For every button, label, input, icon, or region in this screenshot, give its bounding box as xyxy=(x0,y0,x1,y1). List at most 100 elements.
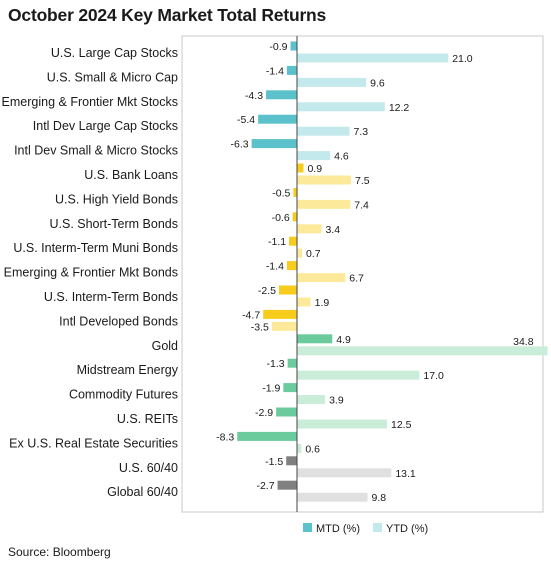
ytd-value-label: 7.5 xyxy=(355,175,370,187)
mtd-value-label: -2.7 xyxy=(256,480,274,492)
mtd-value-label: -8.3 xyxy=(216,431,234,443)
ytd-value-label: 34.8 xyxy=(513,336,534,348)
mtd-bar xyxy=(279,285,297,295)
mtd-value-label: -1.5 xyxy=(265,456,283,468)
mtd-bar xyxy=(292,212,297,222)
mtd-bar xyxy=(251,139,297,149)
ytd-bar xyxy=(297,248,303,258)
ytd-bar xyxy=(297,53,449,63)
mtd-value-label: -5.4 xyxy=(237,114,255,126)
ytd-bar xyxy=(297,419,387,429)
category-label: U.S. Large Cap Stocks xyxy=(51,46,178,60)
ytd-value-label: 0.7 xyxy=(306,248,321,260)
ytd-value-label: 12.5 xyxy=(391,419,412,431)
ytd-bar xyxy=(271,321,297,331)
mtd-value-label: -1.4 xyxy=(266,65,284,77)
mtd-bar xyxy=(263,309,297,319)
category-label: Ex U.S. Real Estate Securities xyxy=(9,436,178,450)
category-label: U.S. REITs xyxy=(117,412,178,426)
mtd-value-label: -2.5 xyxy=(258,285,276,297)
mtd-bar xyxy=(277,480,297,490)
mtd-value-label: -0.5 xyxy=(272,187,290,199)
ytd-value-label: 9.6 xyxy=(370,77,385,89)
ytd-value-label: 12.2 xyxy=(389,102,410,114)
ytd-bar xyxy=(297,297,311,307)
ytd-bar xyxy=(297,151,331,161)
mtd-value-label: -0.6 xyxy=(272,212,290,224)
ytd-value-label: 21.0 xyxy=(452,53,473,65)
ytd-bar xyxy=(297,126,350,136)
mtd-bar xyxy=(258,114,297,124)
legend-swatch-ytd xyxy=(373,523,382,532)
mtd-bar xyxy=(290,41,297,51)
mtd-bar xyxy=(266,90,297,100)
category-label: Intl Developed Bonds xyxy=(59,314,178,328)
category-label: Emerging & Frontier Mkt Stocks xyxy=(2,95,178,109)
ytd-value-label: 13.1 xyxy=(395,468,416,480)
category-label: U.S. Interm-Term Muni Bonds xyxy=(13,241,178,255)
mtd-value-label: -4.7 xyxy=(242,309,260,321)
source-note: Source: Bloomberg xyxy=(8,545,111,559)
mtd-bar xyxy=(286,65,297,75)
category-label: U.S. Interm-Term Bonds xyxy=(44,290,178,304)
mtd-value-label: -1.3 xyxy=(267,358,285,370)
ytd-bar xyxy=(297,102,385,112)
ytd-value-label: 7.4 xyxy=(354,199,369,211)
ytd-value-label: 9.8 xyxy=(372,492,387,504)
category-label: U.S. High Yield Bonds xyxy=(55,192,178,206)
ytd-value-label: 0.6 xyxy=(305,443,320,455)
mtd-bar xyxy=(237,431,297,441)
ytd-bar xyxy=(297,443,302,453)
mtd-bar xyxy=(297,163,304,173)
mtd-bar xyxy=(286,456,297,466)
category-label: U.S. Short-Term Bonds xyxy=(49,217,178,231)
ytd-value-label: 4.6 xyxy=(334,151,349,163)
mtd-value-label: -1.4 xyxy=(266,261,284,273)
mtd-value-label: -0.9 xyxy=(269,41,287,53)
mtd-bar xyxy=(289,236,297,246)
category-label: Gold xyxy=(152,339,178,353)
mtd-bar xyxy=(293,187,297,197)
ytd-bar xyxy=(297,199,351,209)
ytd-value-label: 3.9 xyxy=(329,395,344,407)
ytd-value-label: 3.4 xyxy=(325,224,340,236)
mtd-value-label: -4.3 xyxy=(245,90,263,102)
ytd-bar xyxy=(297,224,322,234)
ytd-bar xyxy=(297,395,326,405)
category-label: Commodity Futures xyxy=(69,388,178,402)
legend-label-mtd: MTD (%) xyxy=(316,523,360,535)
mtd-value-label: 4.9 xyxy=(336,334,351,346)
category-label: Global 60/40 xyxy=(107,485,178,499)
mtd-value-label: -2.9 xyxy=(255,407,273,419)
mtd-bar xyxy=(283,383,297,393)
chart-title: October 2024 Key Market Total Returns xyxy=(8,5,327,25)
category-label: U.S. Small & Micro Cap xyxy=(47,70,178,84)
mtd-value-label: -6.3 xyxy=(231,139,249,151)
ytd-bar xyxy=(297,346,548,356)
category-label: Intl Dev Small & Micro Stocks xyxy=(14,144,178,158)
category-label: U.S. Bank Loans xyxy=(84,168,178,182)
category-label: Emerging & Frontier Mkt Bonds xyxy=(4,266,178,280)
ytd-value-label: 17.0 xyxy=(423,370,444,382)
ytd-bar xyxy=(297,77,367,87)
mtd-value-label: 0.9 xyxy=(307,163,322,175)
mtd-bar xyxy=(276,407,297,417)
legend-swatch-mtd xyxy=(303,523,312,532)
category-label: Midstream Energy xyxy=(77,363,179,377)
ytd-value-label: 6.7 xyxy=(349,273,364,285)
mtd-value-label: -1.1 xyxy=(268,236,286,248)
ytd-bar xyxy=(297,273,346,283)
category-label: U.S. 60/40 xyxy=(119,461,178,475)
ytd-value-label: -3.5 xyxy=(251,321,269,333)
ytd-bar xyxy=(297,370,420,380)
category-label: Intl Dev Large Cap Stocks xyxy=(33,119,178,133)
ytd-bar xyxy=(297,175,351,185)
mtd-value-label: -1.9 xyxy=(262,383,280,395)
plot-frame xyxy=(181,35,544,513)
mtd-bar xyxy=(286,261,297,271)
ytd-bar xyxy=(297,468,392,478)
ytd-bar xyxy=(297,492,368,502)
mtd-bar xyxy=(297,334,333,344)
ytd-value-label: 1.9 xyxy=(315,297,330,309)
